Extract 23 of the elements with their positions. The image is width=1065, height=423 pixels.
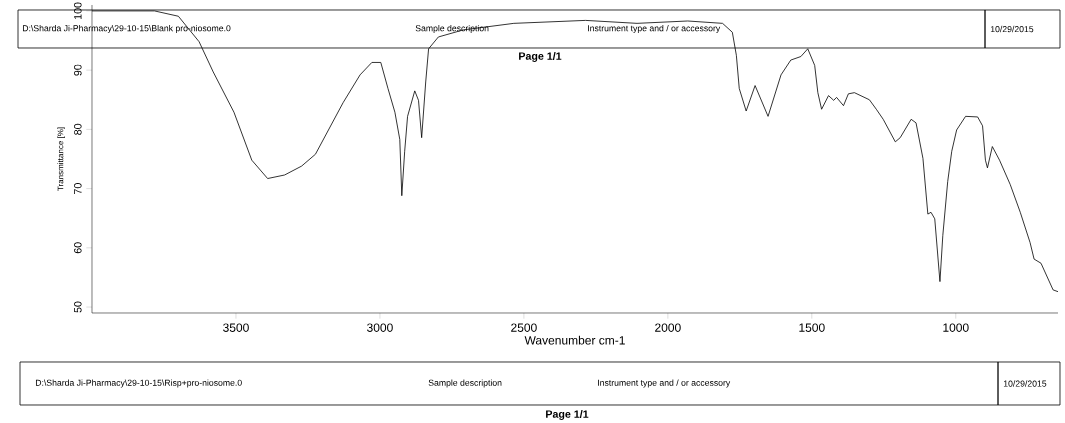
text: Page 1/1 bbox=[546, 409, 589, 420]
y-axis-title: Transmittance [%] bbox=[57, 127, 65, 191]
y-tick-label: 50 bbox=[74, 301, 82, 313]
annotation: D:\Sharda Ji-Pharmacy\29-10-15\Blank pro-niosome.0 bbox=[22, 24, 231, 34]
x-tick-label: 1000 bbox=[943, 323, 969, 332]
annotation: Page 1/1 bbox=[519, 51, 562, 62]
annotation: Instrument type and / or accessory bbox=[588, 24, 721, 34]
x-tick-label: 2000 bbox=[655, 323, 681, 332]
y-tick-label: 100 bbox=[74, 2, 82, 19]
text: Sample description bbox=[428, 379, 502, 388]
x-tick-label: 3500 bbox=[223, 323, 249, 332]
text: D:\Sharda Ji-Pharmacy\29-10-15\Risp+pro-niosome.0 bbox=[35, 379, 242, 388]
x-tick-label: 3000 bbox=[367, 323, 393, 332]
y-tick-label: 80 bbox=[74, 123, 82, 135]
y-tick-label: 60 bbox=[74, 242, 82, 254]
text: Instrument type and / or accessory bbox=[598, 379, 731, 388]
text: 10/29/2015 bbox=[1003, 380, 1047, 387]
x-tick-label: 1500 bbox=[799, 323, 825, 332]
annotation: 10/29/2015 bbox=[990, 25, 1034, 33]
y-tick-label: 70 bbox=[74, 183, 82, 194]
x-axis-title: Wavenumber cm-1 bbox=[524, 335, 625, 345]
x-tick-label: 2500 bbox=[511, 323, 537, 332]
y-tick-label: 90 bbox=[74, 64, 82, 76]
